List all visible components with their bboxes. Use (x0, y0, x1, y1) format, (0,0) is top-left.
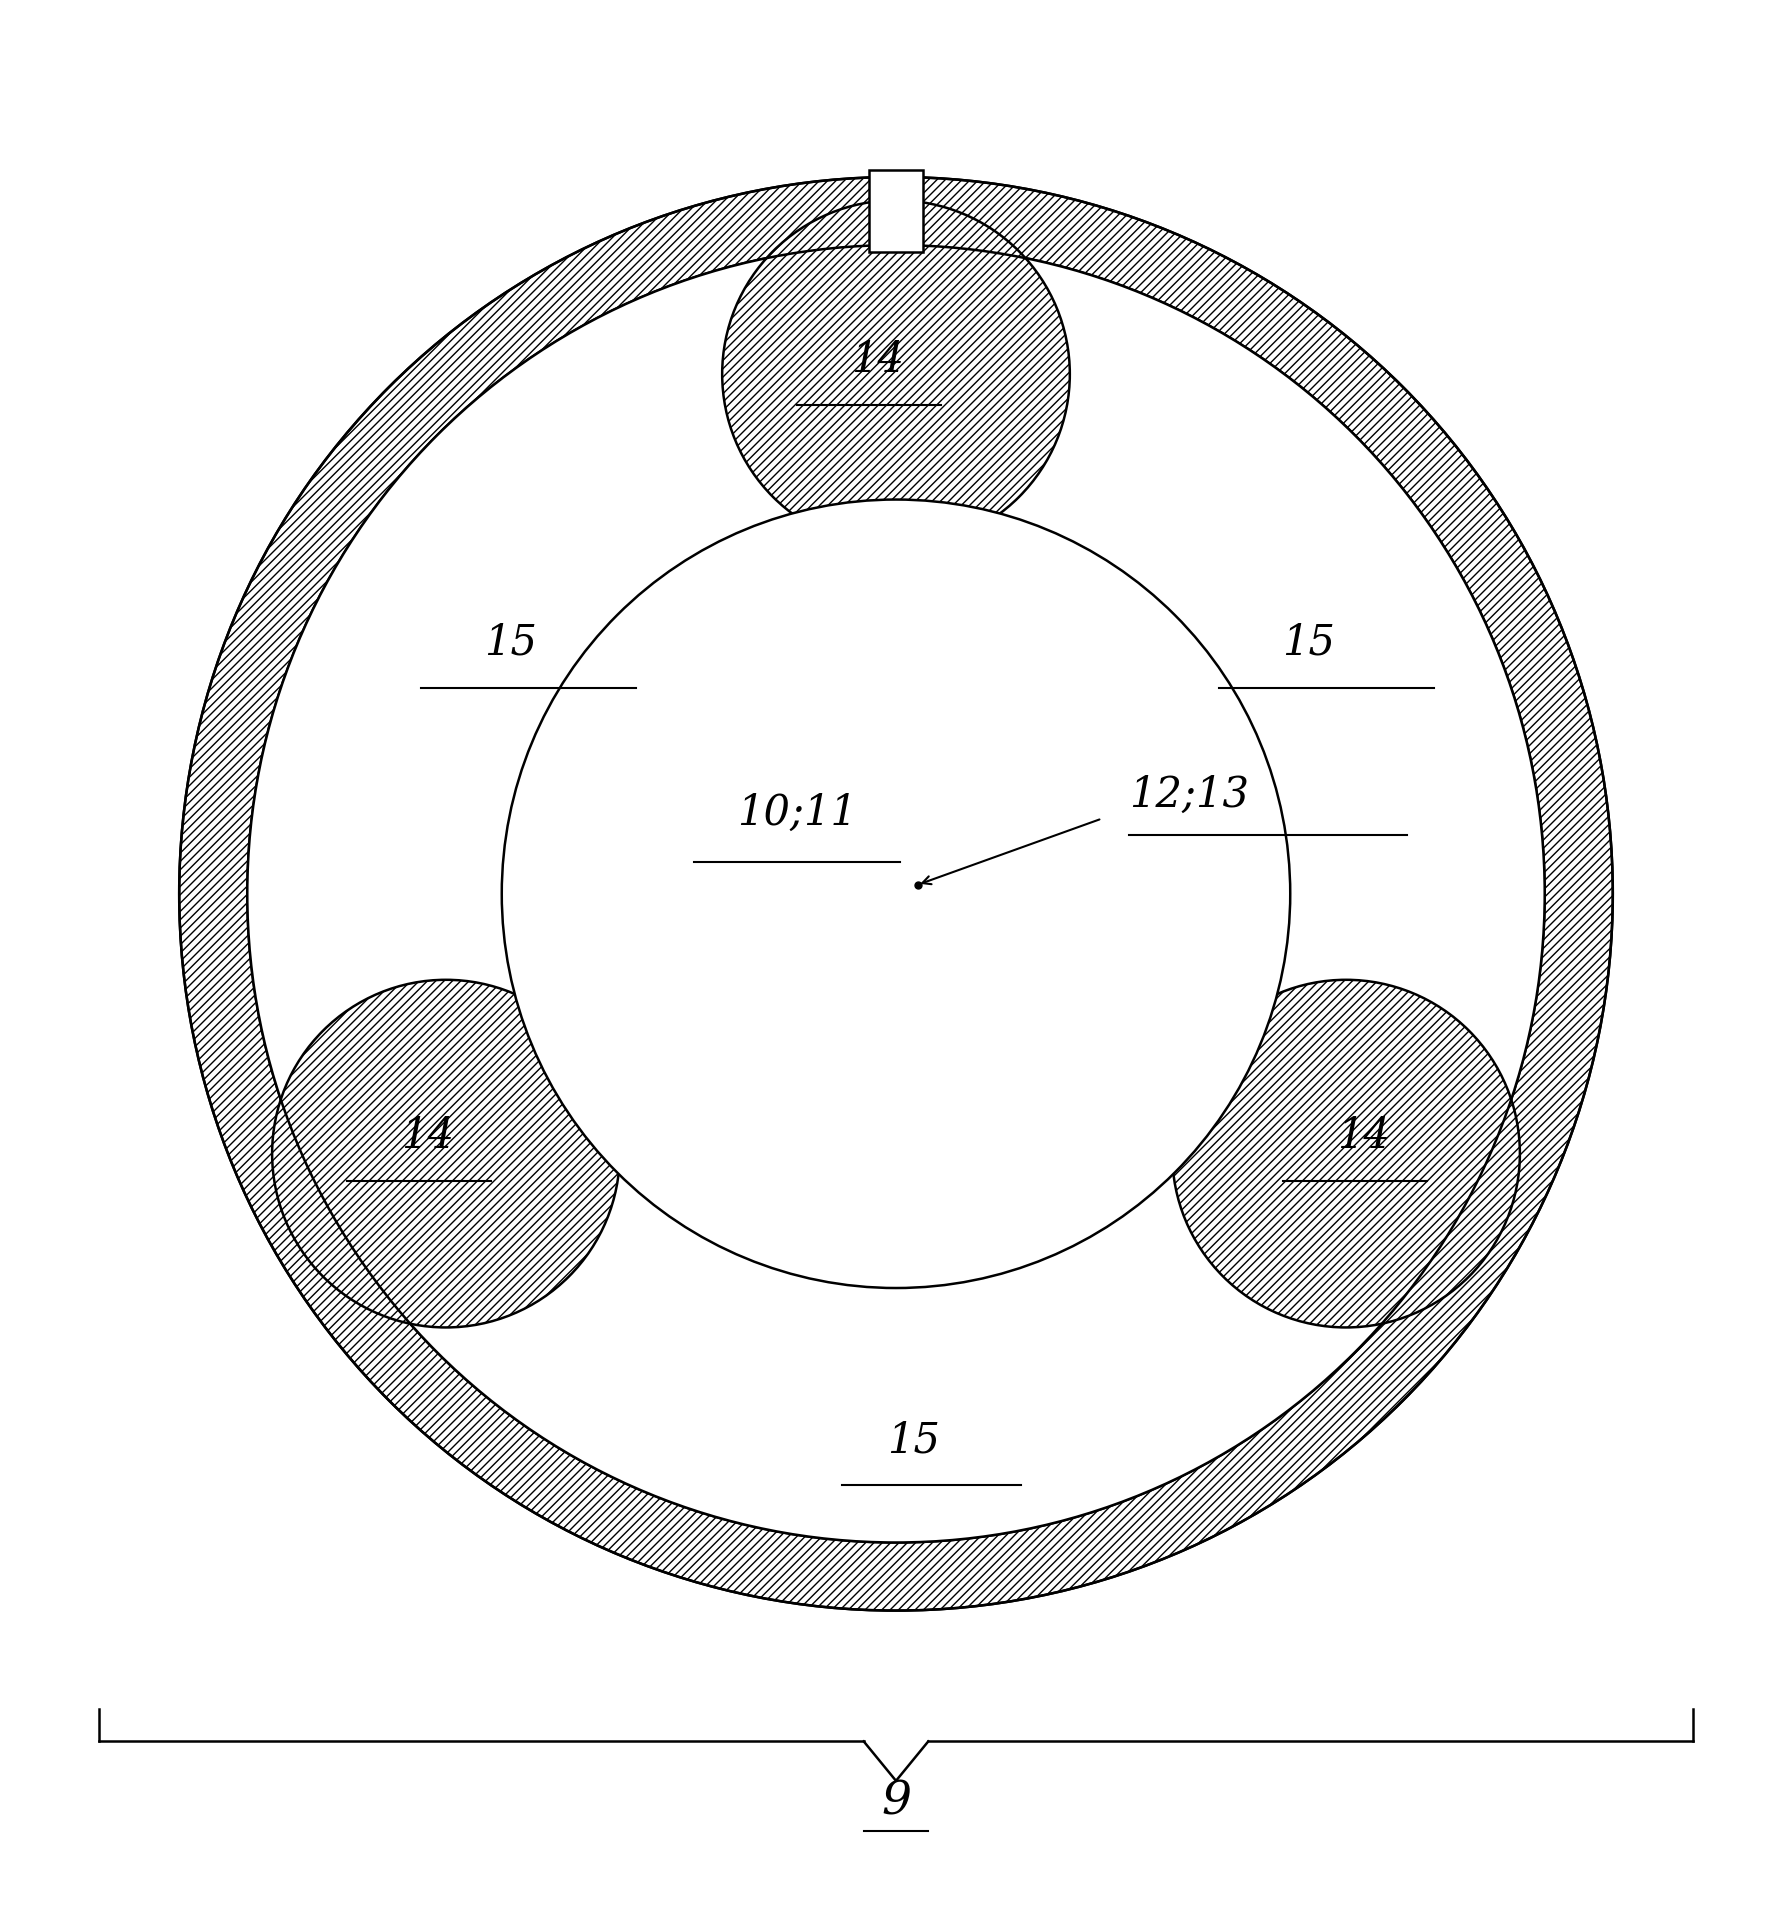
Text: 14: 14 (401, 1115, 455, 1157)
Text: 15: 15 (887, 1419, 941, 1462)
Circle shape (179, 178, 1613, 1611)
Bar (869, 170, 923, 253)
Text: 9: 9 (882, 1779, 910, 1825)
Text: 10;11: 10;11 (738, 792, 857, 834)
Circle shape (247, 245, 1545, 1542)
Circle shape (1172, 979, 1520, 1328)
Text: 15: 15 (484, 622, 538, 664)
Circle shape (722, 201, 1070, 547)
Text: 12;13: 12;13 (1129, 775, 1249, 817)
Circle shape (272, 979, 620, 1328)
Text: 14: 14 (851, 339, 905, 381)
Circle shape (502, 499, 1290, 1287)
Text: 14: 14 (1337, 1115, 1391, 1157)
Circle shape (247, 245, 1545, 1542)
Circle shape (502, 499, 1290, 1287)
Text: 15: 15 (1281, 622, 1335, 664)
